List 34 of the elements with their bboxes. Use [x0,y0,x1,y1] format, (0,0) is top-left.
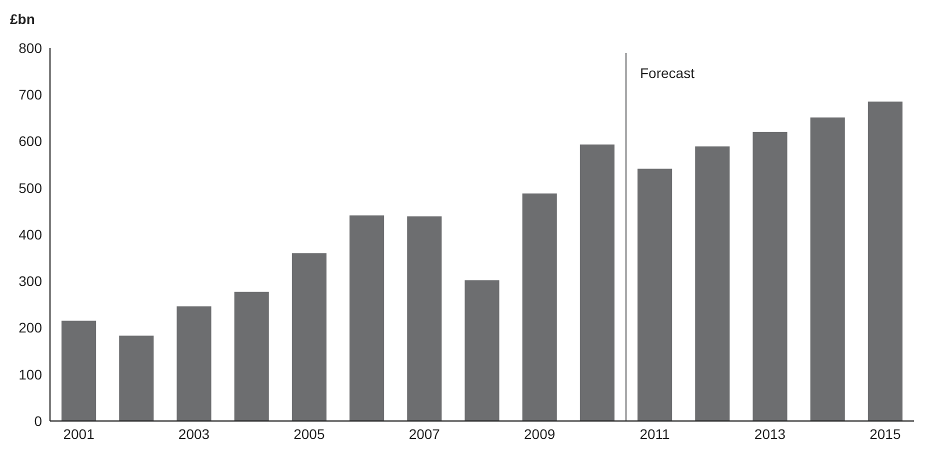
x-tick-label: 2009 [524,426,556,442]
bar [522,193,557,421]
bar [868,102,902,421]
bar [638,168,672,421]
y-tick-label: 500 [18,180,42,196]
bar [176,306,212,421]
x-tick-label: 2011 [640,426,670,442]
y-tick-label: 100 [18,366,42,382]
bar [350,215,384,421]
ref-line-label: Forecast [640,65,695,81]
bar [752,132,788,421]
y-tick-label: 400 [18,226,42,242]
bar [580,144,614,421]
bar [62,320,96,421]
bar [119,336,154,421]
x-tick-label: 2015 [870,426,901,442]
bar [464,280,500,421]
y-tick-label: 600 [18,133,42,150]
x-tick-label: 2007 [408,426,440,442]
bar [407,216,442,421]
x-tick-label: 2005 [294,426,325,442]
y-tick-label: 0 [34,412,42,429]
y-axis-title: £bn [10,11,35,27]
bar [810,117,845,421]
y-tick-label: 700 [18,86,42,103]
bar [695,146,730,421]
y-tick-label: 300 [18,273,42,290]
bar [292,253,326,421]
y-tick-label: 800 [18,40,42,56]
bar [234,292,269,421]
x-tick-label: 2001 [63,426,95,442]
x-tick-label: 2003 [178,426,210,442]
y-tick-label: 200 [18,320,42,336]
x-tick-label: 2013 [754,426,786,442]
